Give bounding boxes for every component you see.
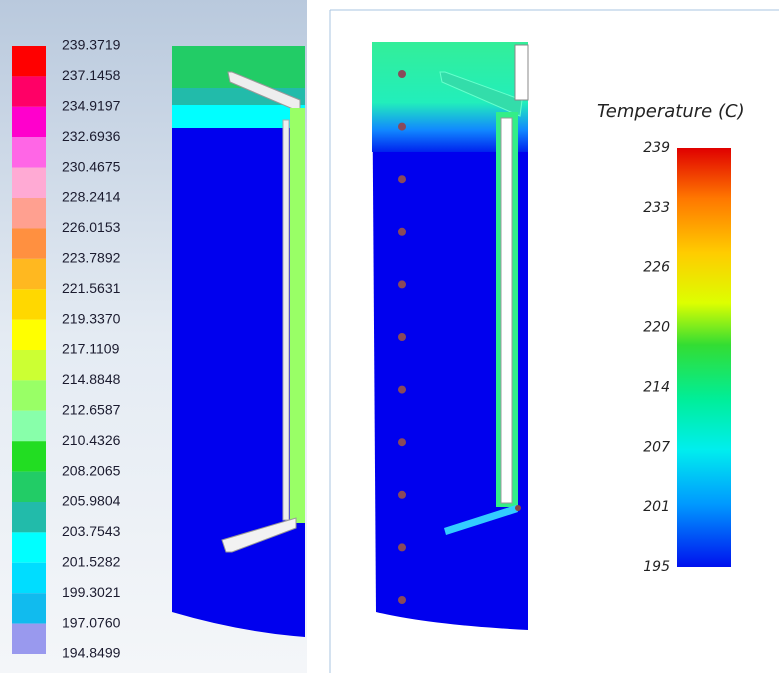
legend-swatch bbox=[12, 441, 46, 472]
domain-band bbox=[172, 105, 305, 128]
legend-label: 207 bbox=[643, 439, 670, 455]
probe bbox=[398, 438, 406, 447]
legend-label: 228.2414 bbox=[62, 189, 121, 205]
legend-label: 195 bbox=[643, 559, 670, 575]
right-panel: Temperature (C) 239 233 226 220 214 207 201 195 bbox=[329, 9, 779, 673]
domain-cold bbox=[372, 42, 528, 630]
legend-label: 201.5282 bbox=[62, 554, 121, 570]
legend-label: 233 bbox=[643, 200, 670, 216]
legend-label: 239.3719 bbox=[62, 37, 121, 53]
color-bar bbox=[677, 148, 731, 567]
legend-label: 223.7892 bbox=[62, 250, 121, 266]
legend-label: 219.3370 bbox=[62, 310, 121, 326]
legend-swatch bbox=[12, 137, 46, 168]
baffle bbox=[221, 517, 297, 553]
legend-swatch bbox=[12, 106, 46, 138]
probe bbox=[398, 227, 406, 236]
baffle bbox=[439, 71, 523, 117]
legend-swatch bbox=[12, 228, 46, 259]
probe bbox=[398, 490, 406, 499]
legend-swatch bbox=[12, 471, 46, 502]
legend-label: 232.6936 bbox=[62, 128, 121, 144]
wall bbox=[290, 108, 305, 523]
legend-label: 205.9804 bbox=[62, 493, 121, 509]
legend-label: 234.9197 bbox=[62, 98, 121, 114]
legend-swatch bbox=[12, 198, 46, 229]
legend-title: Temperature (C) bbox=[597, 101, 745, 122]
legend: 239.3719 237.1458 234.9197 232.6936 230.4675… bbox=[12, 37, 121, 661]
legend-label: 199.3021 bbox=[62, 584, 121, 600]
left-panel: 239.3719 237.1458 234.9197 232.6936 230.4675… bbox=[0, 0, 307, 673]
legend-swatch bbox=[12, 502, 46, 533]
plate bbox=[500, 117, 513, 504]
legend-swatch bbox=[12, 76, 46, 107]
legend-swatch bbox=[12, 289, 46, 320]
legend-swatch bbox=[12, 532, 46, 563]
legend: 239 233 226 220 214 207 201 195 bbox=[643, 140, 670, 575]
probe bbox=[398, 333, 406, 341]
legend-label: 212.6587 bbox=[62, 402, 121, 418]
baffle bbox=[444, 505, 518, 535]
baffle bbox=[227, 71, 301, 113]
probe bbox=[398, 175, 406, 184]
probe bbox=[398, 596, 406, 604]
probe bbox=[398, 280, 406, 289]
probe bbox=[398, 122, 406, 131]
legend-swatch bbox=[12, 167, 46, 198]
domain-cold bbox=[172, 128, 305, 637]
legend-label: 226 bbox=[643, 260, 670, 276]
legend-swatch bbox=[12, 410, 46, 442]
legend-label: 239 bbox=[643, 140, 670, 156]
plate bbox=[282, 119, 290, 521]
legend-swatch bbox=[12, 319, 46, 350]
legend-label: 208.2065 bbox=[62, 462, 121, 478]
legend-label: 230.4675 bbox=[62, 158, 121, 174]
legend-label: 201 bbox=[643, 499, 670, 515]
legend-label: 237.1458 bbox=[62, 67, 121, 83]
legend-swatch bbox=[12, 593, 46, 624]
probe bbox=[398, 543, 406, 552]
legend-swatch bbox=[12, 46, 46, 77]
legend-label: 220 bbox=[643, 320, 670, 336]
legend-swatch bbox=[12, 350, 46, 381]
legend-label: 210.4326 bbox=[62, 432, 121, 448]
legend-swatch bbox=[12, 562, 46, 594]
legend-label: 221.5631 bbox=[62, 280, 121, 296]
legend-label: 214.8848 bbox=[62, 371, 121, 387]
legend-label: 214 bbox=[643, 379, 670, 395]
legend-swatch bbox=[12, 623, 46, 654]
legend-label: 203.7543 bbox=[62, 523, 121, 539]
probe bbox=[398, 385, 406, 394]
legend-label: 197.0760 bbox=[62, 614, 121, 630]
legend-label: 217.1109 bbox=[62, 341, 120, 357]
legend-label: 194.8499 bbox=[62, 645, 121, 661]
legend-swatch bbox=[12, 258, 46, 290]
probes bbox=[398, 70, 406, 604]
pipe bbox=[514, 44, 529, 101]
legend-label: 226.0153 bbox=[62, 219, 121, 235]
legend-swatch bbox=[12, 380, 46, 411]
probe bbox=[515, 505, 521, 511]
probe bbox=[398, 70, 406, 78]
